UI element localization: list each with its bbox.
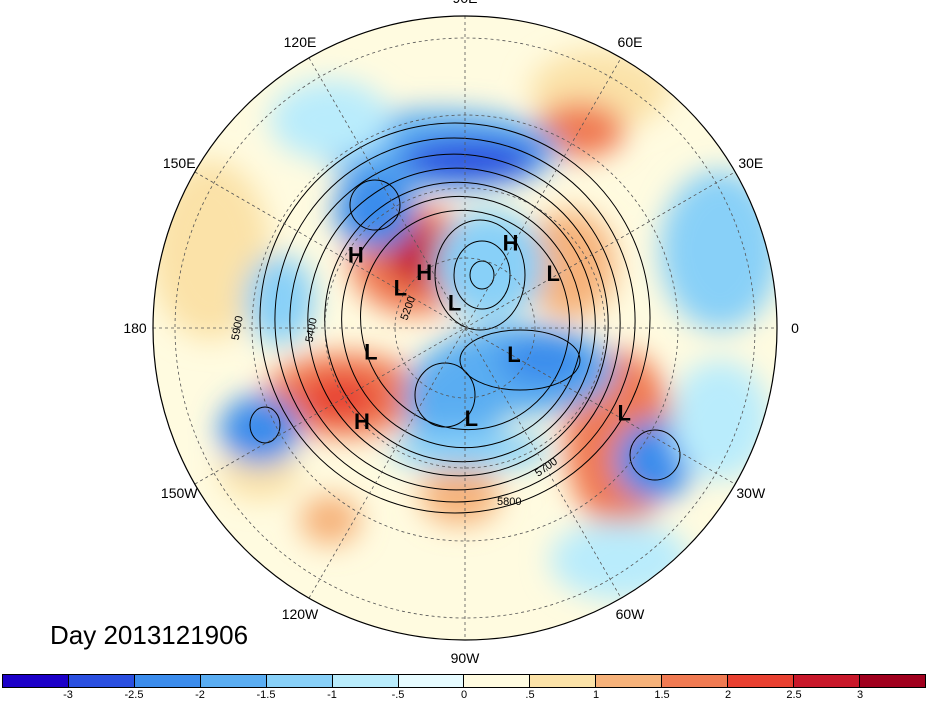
longitude-label: 0 (791, 320, 799, 336)
longitude-labels: 90E 60E 30E 0 30W 60W 90W 120W 150W 180 150E 120E (123, 0, 799, 666)
contour-label: 5800 (497, 496, 521, 508)
map-boundary (152, 15, 778, 641)
colorbar-segment (398, 675, 465, 687)
longitude-label: 90W (451, 650, 481, 666)
colorbar-tick-label: 1.5 (654, 689, 670, 701)
colorbar-segment (596, 675, 663, 687)
low-pressure-marker: L (546, 261, 559, 286)
colorbar-tick-label: -1 (327, 689, 337, 701)
contour-label: 5400 (304, 317, 320, 343)
colorbar-tick-label: -.5 (391, 689, 405, 701)
colorbar-tick-label: 2.5 (786, 689, 802, 701)
colorbar-segment (728, 675, 795, 687)
polar-stereographic-map: 90E 60E 30E 0 30W 60W 90W 120W 150W 180 150E 120E H… (123, 0, 799, 666)
colorbar-segment (859, 675, 925, 687)
colorbar-tick-label: -3 (63, 689, 73, 701)
high-pressure-marker: H (416, 260, 432, 285)
low-pressure-marker: L (448, 290, 461, 315)
graticule (153, 16, 777, 640)
low-pressure-marker: L (364, 340, 377, 365)
valid-time-caption: Day 2013121906 (50, 620, 249, 650)
colorbar-segment (332, 675, 399, 687)
colorbar-tick-labels: -3 -2.5 -2 -1.5 -1 -.5 0 .5 1 1.5 2 2.5 3 (2, 689, 926, 702)
colorbar-tick-label: 2 (724, 689, 732, 701)
longitude-label: 30W (736, 485, 766, 501)
colorbar (2, 674, 926, 688)
low-pressure-marker: L (465, 406, 478, 431)
high-pressure-marker: H (348, 242, 364, 267)
colorbar-segment (662, 675, 729, 687)
colorbar-segment (134, 675, 201, 687)
longitude-label: 30E (738, 155, 763, 171)
colorbar-tick-label: .5 (525, 689, 535, 701)
high-pressure-marker: H (503, 230, 519, 255)
low-pressure-marker: L (617, 401, 630, 426)
longitude-label: 60W (616, 606, 646, 622)
longitude-label: 60E (618, 34, 643, 50)
longitude-label: 120E (284, 34, 317, 50)
colorbar-segment (464, 675, 531, 687)
colorbar-tick-label: 1 (592, 689, 600, 701)
colorbar-segment (68, 675, 135, 687)
low-pressure-marker: L (394, 276, 407, 301)
longitude-label: 150E (163, 155, 196, 171)
colorbar-tick-label: 3 (856, 689, 864, 701)
colorbar-segment (530, 675, 597, 687)
high-pressure-marker: H (354, 409, 370, 434)
longitude-label: 90E (453, 0, 478, 6)
colorbar-segment (3, 675, 69, 687)
longitude-label: 180 (123, 320, 147, 336)
height-contours (249, 122, 681, 514)
colorbar-segment (266, 675, 333, 687)
colorbar-tick-label: -2 (195, 689, 205, 701)
colorbar-tick-label: 0 (460, 689, 468, 701)
longitude-label: 150W (161, 485, 198, 501)
colorbar-segment (200, 675, 267, 687)
colorbar-segment (794, 675, 860, 687)
longitude-label: 120W (282, 606, 319, 622)
low-pressure-marker: L (507, 342, 520, 367)
colorbar-tick-label: -1.5 (256, 689, 276, 701)
contour-label: 5900 (230, 315, 246, 341)
colorbar-tick-label: -2.5 (124, 689, 144, 701)
